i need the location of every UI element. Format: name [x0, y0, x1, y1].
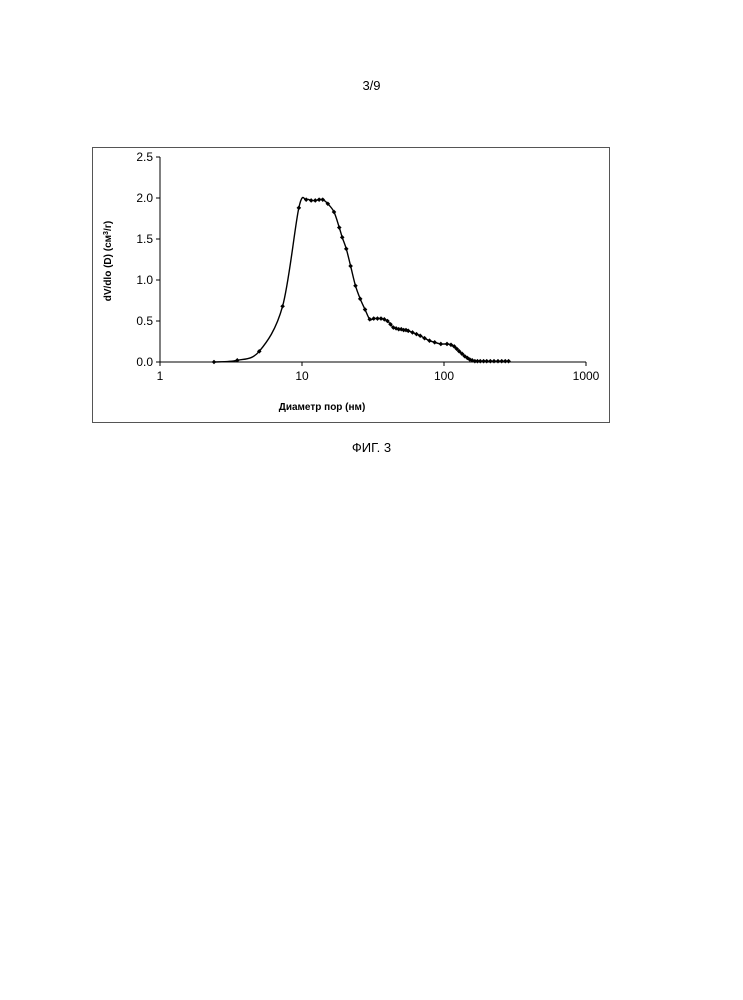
- y-axis-title-main: dV/dlo (D) (см: [103, 235, 114, 301]
- y-tick-label: 0.5: [136, 314, 153, 328]
- data-point-marker: [506, 359, 511, 364]
- data-point-marker: [439, 342, 444, 347]
- data-point-marker: [379, 316, 384, 321]
- data-point-marker: [358, 297, 363, 302]
- y-tick-label: 2.0: [136, 191, 153, 205]
- y-tick-label: 1.5: [136, 232, 153, 246]
- series-line: [214, 198, 509, 362]
- data-point-marker: [337, 225, 342, 230]
- data-point-marker: [427, 338, 432, 343]
- data-point-marker: [353, 283, 358, 288]
- data-point-marker: [297, 206, 302, 211]
- series-markers: [212, 197, 511, 364]
- data-point-marker: [309, 198, 314, 203]
- y-tick-label: 2.5: [136, 150, 153, 164]
- pore-size-chart: 0.0 0.5 1.0 1.5 2.0 2.5 1 10 100 1000 Диаметр по…: [93, 148, 611, 424]
- data-point-marker: [212, 360, 217, 365]
- x-axis-title: Диаметр пор (нм): [279, 402, 366, 413]
- figure-caption: ФИГ. 3: [0, 440, 743, 455]
- data-point-marker: [348, 264, 353, 269]
- x-axis-ticks: 1 10 100 1000: [157, 362, 600, 383]
- data-point-marker: [363, 307, 368, 312]
- page-number: 3/9: [0, 78, 743, 93]
- y-axis-ticks: 0.0 0.5 1.0 1.5 2.0 2.5: [136, 150, 160, 369]
- data-point-marker: [313, 198, 318, 203]
- y-axis-title-tail: /г): [103, 221, 114, 231]
- x-tick-label: 10: [295, 369, 309, 383]
- data-point-marker: [492, 359, 497, 364]
- chart-frame: 0.0 0.5 1.0 1.5 2.0 2.5 1 10 100 1000 Диаметр по…: [92, 147, 610, 423]
- y-tick-label: 0.0: [136, 355, 153, 369]
- x-tick-label: 1000: [573, 369, 600, 383]
- data-point-marker: [340, 235, 345, 240]
- y-tick-label: 1.0: [136, 273, 153, 287]
- data-point-marker: [445, 342, 450, 347]
- data-point-marker: [432, 340, 437, 345]
- data-point-marker: [280, 304, 285, 309]
- y-axis-title: dV/dlo (D) (см3/г): [103, 221, 115, 301]
- data-point-marker: [410, 330, 415, 335]
- x-tick-label: 1: [157, 369, 164, 383]
- data-point-marker: [344, 247, 349, 252]
- x-tick-label: 100: [434, 369, 454, 383]
